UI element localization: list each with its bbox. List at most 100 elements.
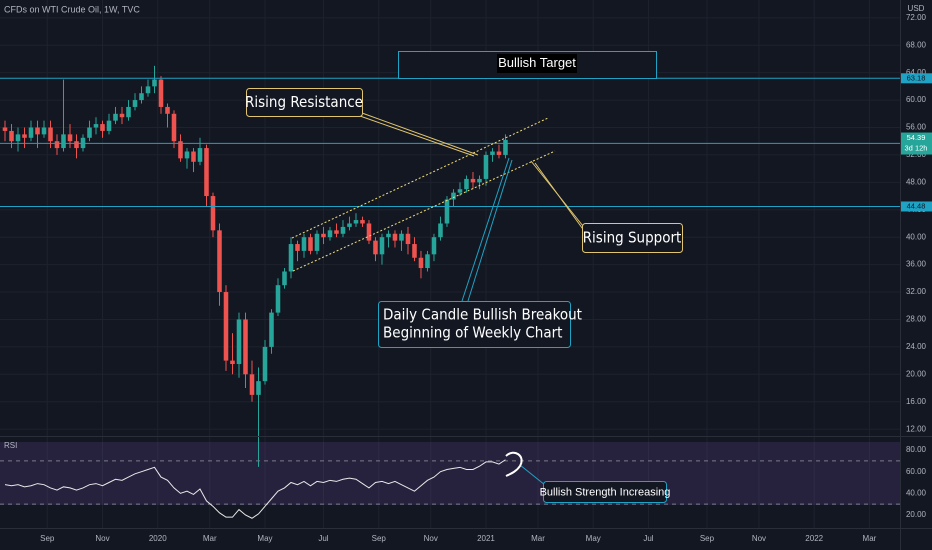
x-tick-label: Sep xyxy=(700,534,715,543)
candle-body xyxy=(230,360,235,365)
candle-body xyxy=(243,319,248,375)
callout-pointer xyxy=(361,112,479,156)
candle-body xyxy=(217,230,222,293)
candle-body xyxy=(22,134,27,138)
y-tick-label: 64.00 xyxy=(906,68,927,77)
candle-body xyxy=(145,86,151,94)
candle-body xyxy=(165,106,170,114)
candle-body xyxy=(48,127,53,142)
candle-body xyxy=(438,223,443,238)
rsi-band-fill xyxy=(0,442,900,505)
callout-pointer xyxy=(519,464,546,486)
candle-body xyxy=(301,237,307,251)
candle-body xyxy=(113,113,118,121)
candle-body xyxy=(28,127,34,138)
candle-body xyxy=(334,230,339,234)
candle-body xyxy=(119,113,125,118)
candle-body xyxy=(477,178,482,183)
callout-pointer xyxy=(534,162,586,233)
rsi-note-label: Bullish Strength Increasing xyxy=(540,486,671,498)
candle-body xyxy=(275,285,281,313)
candle-body xyxy=(503,139,508,155)
candle-body xyxy=(314,233,320,251)
breakout-box xyxy=(378,301,571,348)
candle-body xyxy=(184,151,190,159)
candle-body xyxy=(41,127,47,135)
x-tick-label: Mar xyxy=(203,534,217,543)
x-tick-label: Jul xyxy=(318,534,328,543)
y-tick-label: 40.00 xyxy=(906,232,927,241)
x-tick-label: Mar xyxy=(863,534,877,543)
last-price-label: 54.39 xyxy=(907,133,926,142)
candle-body xyxy=(210,196,216,231)
candle-body xyxy=(464,178,469,190)
y-tick-label: 56.00 xyxy=(906,123,927,132)
y-tick-label: 80.00 xyxy=(906,445,927,454)
currency-label: USD xyxy=(908,4,925,13)
support-box xyxy=(582,223,683,253)
candle-body xyxy=(67,134,73,142)
countdown-label: 3d 12h xyxy=(905,144,928,153)
candle-body xyxy=(451,192,456,200)
candle-body xyxy=(327,230,333,238)
rsi-note-box xyxy=(543,481,667,503)
y-tick-label: 72.00 xyxy=(906,13,927,22)
candle-body xyxy=(295,244,300,251)
level-tag xyxy=(901,73,932,84)
candle-body xyxy=(223,292,229,361)
candle-body xyxy=(158,79,164,107)
x-tick-label: May xyxy=(586,534,601,543)
y-tick-label: 28.00 xyxy=(906,315,927,324)
x-tick-label: May xyxy=(257,534,272,543)
y-tick-label: 16.00 xyxy=(906,397,927,406)
candle-body xyxy=(236,319,242,365)
breakout-label: Daily Candle Bullish Breakout xyxy=(383,306,582,324)
grid xyxy=(0,0,900,528)
candle-body xyxy=(353,220,359,224)
x-tick-label: Sep xyxy=(372,534,387,543)
callout-pointer xyxy=(461,157,510,302)
callout-pointer xyxy=(359,115,475,157)
level-tag xyxy=(901,201,932,212)
resistance-label: Rising Resistance xyxy=(245,93,363,111)
candle-body xyxy=(74,141,79,149)
target-label-bg xyxy=(497,54,577,73)
candle-body xyxy=(386,233,391,238)
y-tick-label: 60.00 xyxy=(906,467,927,476)
candle-body xyxy=(347,223,352,227)
candle-body xyxy=(87,127,92,138)
candle-body xyxy=(249,374,255,395)
support-label: Rising Support xyxy=(583,229,682,247)
axes: Sep Nov 2020 Mar May Jul Sep Nov 2021 Mar May Jul Se… xyxy=(40,13,932,543)
highlight-circle xyxy=(505,451,523,477)
rsi-line xyxy=(4,459,506,519)
candle-body xyxy=(15,134,21,142)
channel-lower xyxy=(292,150,556,272)
rsi-title: RSI xyxy=(4,441,17,450)
candle-body xyxy=(379,237,385,255)
x-tick-label: Sep xyxy=(40,534,55,543)
candle-body xyxy=(269,312,274,347)
candle-body xyxy=(262,346,268,382)
candle-body xyxy=(425,254,430,269)
candle-body xyxy=(178,141,183,159)
candle-body xyxy=(93,124,99,128)
candle-body xyxy=(204,148,209,197)
y-tick-label: 60.00 xyxy=(906,95,927,104)
candle-body xyxy=(399,233,404,241)
y-tick-label: 12.00 xyxy=(906,424,927,433)
y-tick-label: 40.00 xyxy=(906,488,927,497)
x-tick-label: 2021 xyxy=(477,534,495,543)
callout-pointer xyxy=(467,159,513,302)
candle-body xyxy=(483,154,489,179)
candle-body xyxy=(2,127,8,131)
x-tick-label: 2022 xyxy=(805,534,823,543)
candle-body xyxy=(35,127,40,135)
x-tick-label: Nov xyxy=(424,534,438,543)
candle-body xyxy=(405,233,411,245)
chart-title: CFDs on WTI Crude Oil, 1W, TVC xyxy=(4,4,140,14)
candle-body xyxy=(321,233,326,238)
candle-body xyxy=(191,151,196,162)
